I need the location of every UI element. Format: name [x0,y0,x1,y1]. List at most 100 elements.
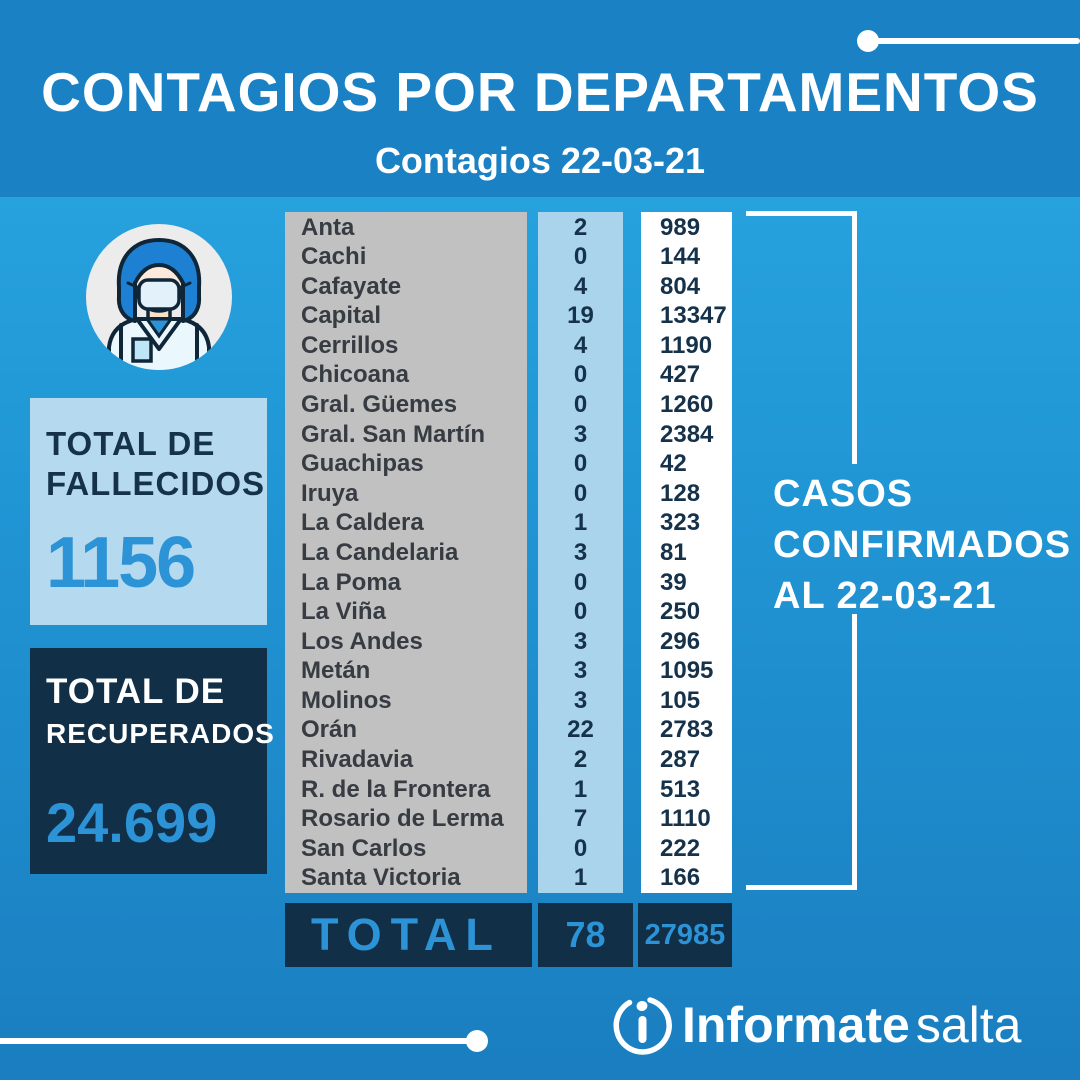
brand-name-light: salta [916,997,1022,1053]
department-name: Guachipas [285,449,527,478]
confirmed-cases-value: 166 [641,863,732,892]
annotation-line: AL 22-03-21 [773,571,1073,622]
new-cases-column: 2041940030013003332221701 [538,212,623,893]
department-name: Rivadavia [285,745,527,774]
confirmed-cases-value: 1110 [641,804,732,833]
department-name: Metán [285,656,527,685]
confirmed-cases-value: 513 [641,775,732,804]
bottom-decor-line [0,1038,472,1044]
brand-name-bold: Informate [682,997,910,1053]
fallecidos-label-line1: TOTAL DE [46,424,267,464]
total-row-label-box: TOTAL [285,903,532,967]
confirmed-cases-value: 13347 [641,301,732,330]
infographic-canvas: CONTAGIOS POR DEPARTAMENTOS Contagios 22… [0,0,1080,1080]
department-name: Capital [285,301,527,330]
new-cases-value: 22 [538,715,623,744]
new-cases-value: 4 [538,272,623,301]
department-name: R. de la Frontera [285,775,527,804]
confirmed-cases-value: 427 [641,360,732,389]
new-cases-value: 4 [538,331,623,360]
confirmed-cases-value: 105 [641,686,732,715]
new-cases-value: 3 [538,627,623,656]
recuperados-value: 24.699 [46,790,267,855]
total-confirmed-value: 27985 [645,919,726,952]
recuperados-stat-box: TOTAL DE RECUPERADOS 24.699 [30,648,267,874]
top-decor-line [868,38,1080,44]
confirmed-cases-value: 39 [641,568,732,597]
confirmed-cases-value: 250 [641,597,732,626]
new-cases-value: 7 [538,804,623,833]
brand-text: Informatesalta [682,996,1021,1054]
recuperados-label-line2: RECUPERADOS [46,718,267,750]
department-name: Cafayate [285,272,527,301]
department-name: Gral. San Martín [285,420,527,449]
confirmed-cases-annotation: CASOS CONFIRMADOS AL 22-03-21 [773,469,1073,622]
department-name: La Caldera [285,508,527,537]
department-name: Rosario de Lerma [285,804,527,833]
confirmed-cases-value: 2783 [641,715,732,744]
department-name: Orán [285,715,527,744]
confirmed-cases-value: 128 [641,479,732,508]
new-cases-value: 0 [538,360,623,389]
bracket-top-vertical [852,211,857,464]
confirmed-cases-value: 222 [641,834,732,863]
total-confirmed-box: 27985 [638,903,732,967]
total-new-cases-value: 78 [565,914,605,956]
new-cases-value: 3 [538,686,623,715]
confirmed-cases-value: 42 [641,449,732,478]
new-cases-value: 0 [538,479,623,508]
bottom-decor-dot [466,1030,488,1052]
nurse-with-mask-icon [85,223,233,371]
confirmed-cases-value: 81 [641,538,732,567]
bracket-bottom-vertical [852,614,857,890]
info-circle-icon [612,994,674,1056]
confirmed-cases-value: 1260 [641,390,732,419]
confirmed-cases-value: 804 [641,272,732,301]
confirmed-cases-value: 1095 [641,656,732,685]
confirmed-cases-value: 323 [641,508,732,537]
total-row-label: TOTAL [285,909,502,961]
page-title: CONTAGIOS POR DEPARTAMENTOS [0,60,1080,124]
department-name: Santa Victoria [285,863,527,892]
department-name: La Candelaria [285,538,527,567]
bracket-bottom-horizontal [746,885,857,890]
confirmed-cases-value: 144 [641,242,732,271]
confirmed-cases-column: 9891448041334711904271260238442128323813… [641,212,732,893]
new-cases-value: 0 [538,242,623,271]
department-name: La Viña [285,597,527,626]
new-cases-value: 3 [538,420,623,449]
new-cases-value: 1 [538,775,623,804]
department-name: Iruya [285,479,527,508]
confirmed-cases-value: 296 [641,627,732,656]
department-name: Cachi [285,242,527,271]
department-name: Los Andes [285,627,527,656]
new-cases-value: 0 [538,597,623,626]
new-cases-value: 19 [538,301,623,330]
top-decor-dot [857,30,879,52]
confirmed-cases-value: 989 [641,213,732,242]
recuperados-label-line1: TOTAL DE [46,672,267,712]
new-cases-value: 3 [538,538,623,567]
brand-logo: Informatesalta [612,992,1021,1058]
department-name: San Carlos [285,834,527,863]
new-cases-value: 2 [538,745,623,774]
confirmed-cases-value: 2384 [641,420,732,449]
department-name: Anta [285,213,527,242]
department-name: Molinos [285,686,527,715]
new-cases-value: 2 [538,213,623,242]
new-cases-value: 0 [538,834,623,863]
department-name: La Poma [285,568,527,597]
fallecidos-value: 1156 [46,522,267,604]
page-subtitle: Contagios 22-03-21 [0,140,1080,182]
new-cases-value: 0 [538,390,623,419]
total-new-cases-box: 78 [538,903,633,967]
fallecidos-stat-box: TOTAL DE FALLECIDOS 1156 [30,398,267,625]
annotation-line: CASOS [773,469,1073,520]
new-cases-value: 0 [538,568,623,597]
department-names-column: AntaCachiCafayateCapitalCerrillosChicoan… [285,212,527,893]
confirmed-cases-value: 287 [641,745,732,774]
new-cases-value: 1 [538,508,623,537]
bracket-top-horizontal [746,211,857,216]
new-cases-value: 1 [538,863,623,892]
annotation-line: CONFIRMADOS [773,520,1073,571]
